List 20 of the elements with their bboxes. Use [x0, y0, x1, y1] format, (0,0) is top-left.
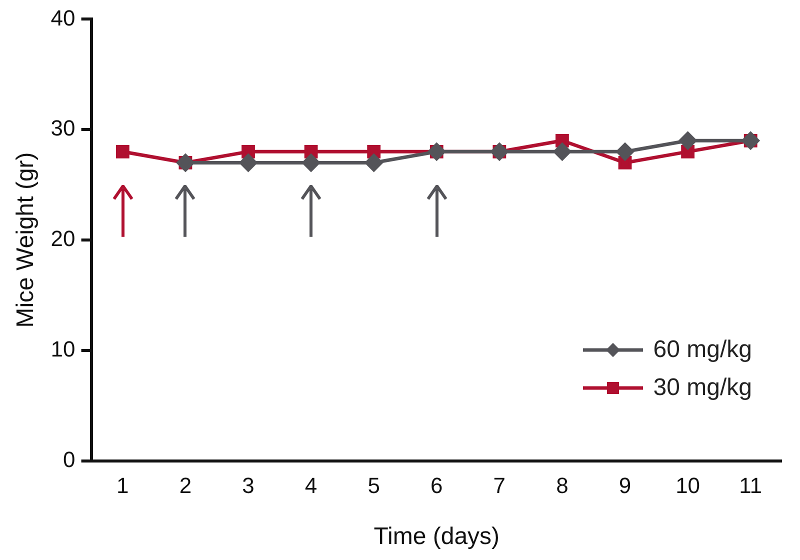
legend-label: 30 mg/kg: [653, 374, 752, 402]
y-tick-label: 20: [50, 226, 76, 252]
x-tick-label: 2: [179, 473, 192, 498]
legend-label: 60 mg/kg: [653, 336, 752, 364]
y-tick-label: 0: [63, 446, 76, 472]
x-tick-label: 10: [676, 473, 700, 498]
x-tick-label: 5: [368, 473, 380, 498]
x-tick-label: 3: [242, 473, 254, 498]
x-tick-label: 1: [116, 473, 129, 498]
x-tick-label: 6: [430, 473, 443, 498]
y-axis-title: Mice Weight (gr): [12, 152, 40, 328]
x-tick-label: 11: [739, 473, 762, 498]
x-axis-title: Time (days): [374, 523, 500, 550]
y-tick-label: 10: [50, 336, 76, 362]
x-tick-label: 8: [556, 473, 568, 498]
x-tick-label: 7: [493, 473, 506, 498]
x-tick-label: 9: [618, 473, 632, 498]
x-tick-label: 4: [304, 473, 318, 498]
y-tick-label: 40: [50, 5, 76, 30]
y-tick-label: 30: [50, 116, 76, 141]
